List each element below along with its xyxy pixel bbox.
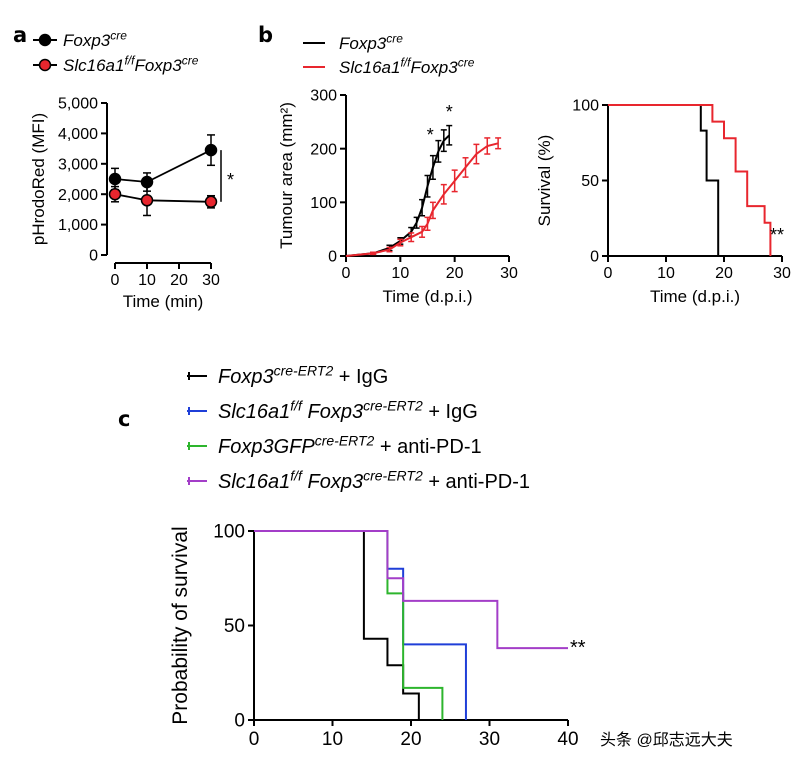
y-tick-label: 100 (310, 195, 337, 212)
x-tick-label: 20 (400, 729, 421, 750)
y-tick-label: 3,000 (58, 156, 98, 173)
series-line (114, 149, 212, 183)
x-tick-label: 0 (111, 272, 120, 289)
significance-star: ** (770, 225, 784, 245)
series-line-Foxp3GFPcre-ERT2 + anti-PD-1 (254, 530, 444, 720)
y-tick-label: 4,000 (58, 126, 98, 143)
series-line-Slc16a1f/f Foxp3cre-ERT2 + IgG (254, 530, 467, 720)
series-line-Slc16a1f/fFoxp3cre (608, 104, 772, 256)
x-tick-label: 20 (446, 265, 464, 282)
x-axis-label: Time (d.p.i.) (650, 287, 740, 306)
panel-a: 0 1,000 2,000 3,000 4,000 5,000 0 10 20 30 Time (m… (29, 29, 234, 311)
data-point (204, 143, 218, 157)
series-Foxp3cre (108, 134, 218, 192)
y-tick-label: 1,000 (58, 217, 98, 234)
series-line-Foxp3cre (608, 104, 720, 256)
series-line (114, 193, 212, 203)
x-tick-label: 0 (604, 265, 613, 282)
y-axis-label: Probability of survival (169, 526, 192, 724)
data-point (108, 172, 122, 186)
legend-label: Foxp3cre (339, 32, 403, 53)
series-Slc16a1f/fFoxp3cre (108, 184, 218, 217)
legend-label: Foxp3cre-ERT2 + IgG (218, 362, 388, 388)
x-tick-label: 30 (202, 272, 220, 289)
y-tick-label: 5,000 (58, 96, 98, 113)
x-tick-label: 10 (138, 272, 156, 289)
data-point (140, 194, 154, 207)
legend-label: Slc16a1f/fFoxp3cre (63, 54, 199, 75)
panel-label-b: b (258, 23, 273, 47)
y-tick-label: 50 (224, 616, 245, 637)
x-axis-label: Time (d.p.i.) (382, 287, 472, 306)
y-tick-label: 0 (234, 711, 245, 732)
y-tick-label: 100 (572, 98, 599, 115)
y-tick-label: 2,000 (58, 187, 98, 204)
x-axis-label: Time (min) (123, 292, 204, 311)
y-axis-label: Tumour area (mm²) (277, 102, 296, 249)
series-line-Foxp3cre-ERT2 + IgG (254, 530, 420, 720)
legend-label: Slc16a1f/f Foxp3cre-ERT2 + IgG (218, 397, 478, 423)
legend-marker (38, 58, 52, 72)
x-tick-label: 10 (322, 729, 343, 750)
legend-marker (38, 33, 52, 47)
significance-star: * (427, 125, 434, 145)
y-tick-label: 0 (89, 248, 98, 265)
x-tick-label: 20 (715, 265, 733, 282)
x-tick-label: 10 (657, 265, 675, 282)
x-tick-label: 40 (557, 729, 578, 750)
y-tick-label: 0 (590, 249, 599, 266)
data-point (108, 187, 122, 201)
x-tick-label: 0 (249, 729, 260, 750)
data-point (204, 195, 218, 209)
x-tick-label: 30 (773, 265, 791, 282)
x-tick-label: 10 (391, 265, 409, 282)
legend-label: Slc16a1f/f Foxp3cre-ERT2 + anti-PD-1 (218, 467, 530, 493)
y-axis-label: Survival (%) (535, 135, 554, 227)
panel-c: 0 50 100 0 10 20 30 40 Probability of survival Fo… (169, 362, 586, 750)
panels: 0 1,000 2,000 3,000 4,000 5,000 0 10 20 30 Time (m… (29, 29, 791, 750)
series-line-Slc16a1f/f Foxp3cre-ERT2 + anti-PD-1 (254, 530, 568, 650)
x-tick-label: 20 (170, 272, 188, 289)
y-tick-label: 300 (310, 88, 337, 105)
series-Slc16a1f/fFoxp3cre (345, 137, 502, 257)
panel-label-a: a (13, 23, 27, 47)
legend-label: Slc16a1f/fFoxp3cre (339, 56, 475, 77)
significance-star: * (446, 102, 453, 122)
x-tick-label: 30 (500, 265, 518, 282)
panel-b-left: 0 100 200 300 0 10 20 30 Time (d.p.i.) Tumour are… (277, 32, 518, 306)
y-tick-label: 50 (581, 173, 599, 190)
significance-star: * (227, 170, 234, 190)
legend-label: Foxp3cre (63, 29, 127, 50)
legend-label: Foxp3GFPcre-ERT2 + anti-PD-1 (218, 432, 482, 458)
y-tick-label: 0 (328, 249, 337, 266)
y-tick-label: 100 (213, 522, 245, 543)
x-tick-label: 0 (342, 265, 351, 282)
panel-label-c: c (118, 407, 130, 431)
watermark: 头条 @邱志远大夫 (600, 731, 733, 749)
significance-star: ** (570, 637, 586, 659)
y-tick-label: 200 (310, 141, 337, 158)
y-axis-label: pHrodoRed (MFI) (29, 113, 48, 245)
x-tick-label: 30 (479, 729, 500, 750)
panel-b-right: 0 50 100 0 10 20 30 Time (d.p.i.) Survival (%) ** (535, 98, 791, 306)
series-Foxp3cre (345, 124, 453, 257)
